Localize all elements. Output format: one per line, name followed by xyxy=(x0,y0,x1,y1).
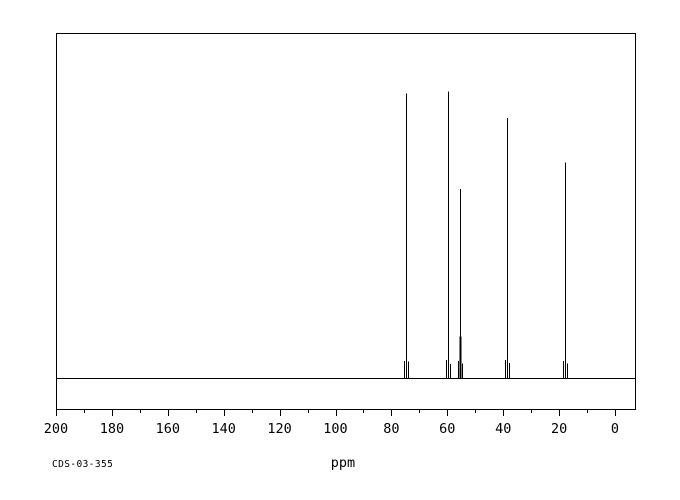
sample-id-label: CDS-03-355 xyxy=(52,459,113,470)
x-tick-label-160: 160 xyxy=(156,421,180,437)
x-tick-label-20: 20 xyxy=(551,421,567,437)
x-axis-title: ppm xyxy=(331,455,355,471)
x-tick-label-100: 100 xyxy=(323,421,347,437)
x-tick-label-120: 120 xyxy=(267,421,291,437)
x-tick-label-140: 140 xyxy=(212,421,236,437)
x-tick-label-0: 0 xyxy=(611,421,619,437)
x-tick-label-60: 60 xyxy=(439,421,455,437)
axis-tick-labels: 200 180 160 140 120 100 80 60 40 20 0 xyxy=(44,421,619,437)
spectrum-trace xyxy=(404,91,568,378)
x-tick-label-80: 80 xyxy=(383,421,399,437)
x-tick-label-40: 40 xyxy=(495,421,511,437)
x-tick-label-200: 200 xyxy=(44,421,68,437)
axis-tick-marks xyxy=(56,409,616,416)
x-tick-label-180: 180 xyxy=(100,421,124,437)
plot-frame-border xyxy=(56,33,636,410)
